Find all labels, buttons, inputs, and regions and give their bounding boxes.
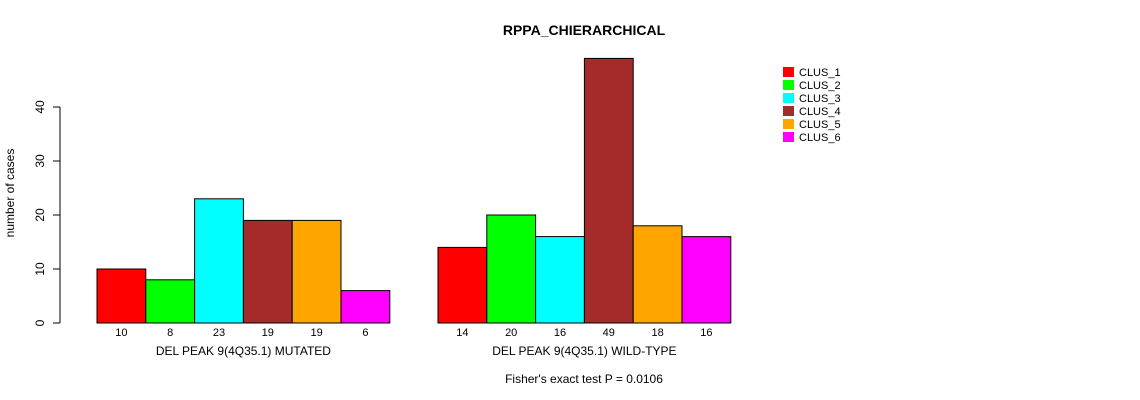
bar-value-label: 20 — [505, 327, 517, 339]
bar-clus-1 — [437, 246, 488, 324]
y-axis-ticks: 0 10 20 30 40 — [33, 100, 60, 326]
bar-clus-4 — [583, 57, 634, 324]
y-tick-label: 0 — [33, 319, 47, 326]
bar-value-label: 18 — [651, 327, 663, 339]
legend-label: CLUS_3 — [799, 93, 841, 105]
bar-value-label: 14 — [456, 327, 468, 339]
y-tick-label: 10 — [33, 262, 47, 276]
bar-value-label: 49 — [603, 327, 615, 339]
legend-swatch — [783, 80, 794, 90]
legend-label: CLUS_2 — [799, 80, 841, 92]
bar-clus-5 — [632, 225, 683, 324]
bar-clus-2 — [145, 279, 196, 324]
bar-value-label: 6 — [362, 327, 368, 339]
bar-clus-2 — [486, 214, 537, 324]
legend-label: CLUS_5 — [799, 119, 841, 131]
group-labels: DEL PEAK 9(4Q35.1) MUTATED DEL PEAK 9(4Q3… — [156, 344, 677, 358]
bar-clus-3 — [194, 198, 244, 324]
bar-value-label: 23 — [213, 327, 225, 339]
y-tick-label: 30 — [33, 154, 47, 168]
bar-value-label: 8 — [167, 327, 173, 339]
y-tick-label: 20 — [33, 208, 47, 222]
bar-value-label: 19 — [262, 327, 274, 339]
group-label: DEL PEAK 9(4Q35.1) MUTATED — [156, 344, 331, 358]
bar-clus-3 — [535, 236, 585, 324]
bar-clus-6 — [681, 236, 732, 324]
bar-clus-1 — [96, 268, 147, 324]
chart-title: RPPA_CHIERARCHICAL — [503, 22, 666, 38]
y-axis-label: number of cases — [3, 149, 17, 238]
bar-value-label: 16 — [554, 327, 566, 339]
legend-swatch — [783, 67, 794, 77]
legend-label: CLUS_4 — [799, 106, 841, 118]
bar-clus-4 — [242, 219, 293, 324]
legend-swatch — [783, 106, 794, 116]
legend-swatch — [783, 93, 794, 103]
bar-clus-5 — [291, 219, 342, 324]
bar-clus-6 — [340, 290, 391, 324]
bars — [96, 57, 732, 324]
legend-label: CLUS_6 — [799, 132, 841, 144]
y-tick-label: 40 — [33, 100, 47, 114]
legend-swatch — [783, 132, 794, 142]
bar-value-label: 16 — [700, 327, 712, 339]
fisher-test-footnote: Fisher's exact test P = 0.0106 — [505, 372, 663, 386]
legend-label: CLUS_1 — [799, 67, 841, 79]
bar-value-label: 10 — [115, 327, 127, 339]
legend-swatch — [783, 119, 794, 129]
bar-value-labels: 10 8 23 19 19 6 14 20 16 49 18 16 — [115, 327, 712, 339]
group-label: DEL PEAK 9(4Q35.1) WILD-TYPE — [492, 344, 676, 358]
bar-value-label: 19 — [310, 327, 322, 339]
